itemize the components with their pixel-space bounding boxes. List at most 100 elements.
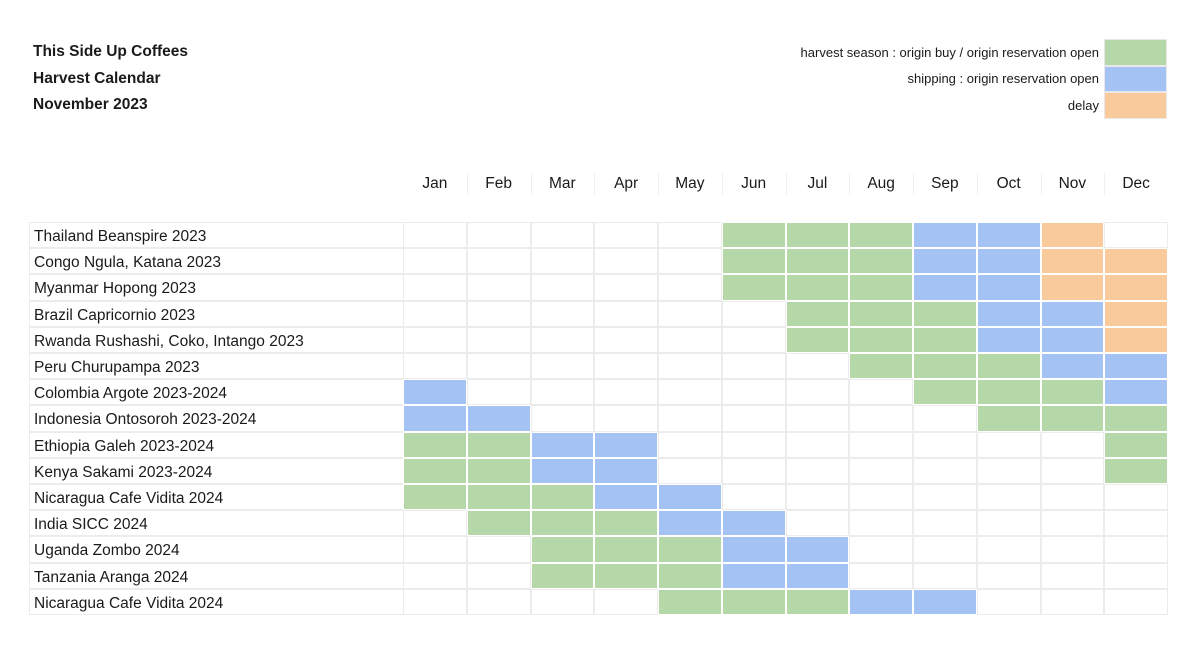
cell-harvest-feb [466, 484, 531, 511]
cell-harvest-jul [785, 274, 850, 301]
cell-empty-mar [530, 353, 595, 380]
cell-empty-nov [1040, 457, 1105, 484]
cell-empty-aug [849, 379, 913, 406]
cell-shipping-aug [849, 588, 913, 615]
cell-empty-feb [466, 274, 531, 301]
row-label: Uganda Zombo 2024 [29, 536, 403, 563]
calendar-row: Uganda Zombo 2024 [29, 536, 1168, 563]
cell-empty-dec [1104, 222, 1168, 249]
title-block: This Side Up Coffees Harvest Calendar No… [33, 42, 188, 122]
cell-empty-jun [721, 457, 786, 484]
row-label: Peru Churupampa 2023 [29, 353, 403, 380]
calendar-row: Colombia Argote 2023-2024 [29, 379, 1168, 406]
row-label: Rwanda Rushashi, Coko, Intango 2023 [29, 326, 403, 353]
month-label-oct: Oct [996, 175, 1021, 192]
calendar-row: Kenya Sakami 2023-2024 [29, 457, 1168, 484]
cell-empty-oct [976, 536, 1041, 563]
cell-empty-sep [913, 431, 977, 458]
calendar-row: Indonesia Ontosoroh 2023-2024 [29, 405, 1168, 432]
month-label-may: May [675, 175, 705, 192]
cell-empty-nov [1040, 431, 1105, 458]
legend: harvest season : origin buy / origin res… [801, 39, 1167, 119]
cell-empty-dec [1104, 510, 1168, 537]
cell-empty-apr [594, 326, 658, 353]
cell-harvest-mar [530, 484, 595, 511]
cell-harvest-jul [785, 588, 850, 615]
cell-empty-oct [976, 588, 1041, 615]
cell-empty-sep [913, 457, 977, 484]
cell-harvest-mar [530, 536, 595, 563]
cell-shipping-nov [1040, 353, 1105, 380]
cell-harvest-jul [785, 248, 850, 275]
cell-shipping-dec [1104, 379, 1168, 406]
cell-shipping-sep [913, 248, 977, 275]
cell-shipping-sep [913, 222, 977, 249]
cell-harvest-apr [594, 562, 658, 589]
cell-shipping-jun [721, 536, 786, 563]
cell-empty-jun [721, 326, 786, 353]
cell-shipping-feb [466, 405, 531, 432]
cell-empty-nov [1040, 484, 1105, 511]
cell-empty-mar [530, 248, 595, 275]
month-separator [594, 173, 596, 195]
cell-harvest-dec [1104, 457, 1168, 484]
cell-empty-jun [721, 300, 786, 327]
cell-empty-jul [785, 405, 850, 432]
cell-harvest-sep [913, 353, 977, 380]
legend-label-harvest: harvest season : origin buy / origin res… [800, 44, 1099, 60]
cell-empty-mar [530, 405, 595, 432]
cell-harvest-apr [594, 510, 658, 537]
cell-harvest-oct [976, 353, 1041, 380]
cell-harvest-may [658, 588, 722, 615]
cell-empty-nov [1040, 536, 1105, 563]
legend-swatch-delay [1104, 92, 1167, 119]
cell-empty-jan [403, 248, 467, 275]
row-label: Tanzania Aranga 2024 [29, 562, 403, 589]
cell-harvest-feb [466, 431, 531, 458]
month-label-apr: Apr [614, 175, 639, 192]
cell-empty-sep [913, 405, 977, 432]
cell-empty-oct [976, 562, 1041, 589]
cell-shipping-dec [1104, 353, 1168, 380]
cell-shipping-sep [913, 588, 977, 615]
calendar-row: Myanmar Hopong 2023 [29, 274, 1168, 301]
cell-empty-apr [594, 405, 658, 432]
cell-empty-mar [530, 588, 595, 615]
cell-harvest-jun [721, 588, 786, 615]
cell-shipping-mar [530, 431, 595, 458]
cell-empty-jun [721, 353, 786, 380]
cell-shipping-jun [721, 510, 786, 537]
cell-empty-may [658, 457, 722, 484]
cell-harvest-jun [721, 222, 786, 249]
cell-empty-dec [1104, 484, 1168, 511]
cell-harvest-aug [849, 300, 913, 327]
cell-empty-mar [530, 222, 595, 249]
cell-empty-aug [849, 405, 913, 432]
cell-harvest-sep [913, 379, 977, 406]
cell-empty-feb [466, 300, 531, 327]
cell-empty-feb [466, 379, 531, 406]
cell-shipping-mar [530, 457, 595, 484]
cell-empty-jul [785, 457, 850, 484]
month-separator [530, 173, 532, 195]
cell-delay-dec [1104, 248, 1168, 275]
cell-empty-feb [466, 536, 531, 563]
cell-shipping-oct [976, 274, 1041, 301]
cell-empty-oct [976, 484, 1041, 511]
cell-empty-feb [466, 326, 531, 353]
cell-empty-jun [721, 431, 786, 458]
calendar-row: Thailand Beanspire 2023 [29, 222, 1168, 249]
cell-shipping-oct [976, 300, 1041, 327]
legend-swatch-shipping [1104, 65, 1167, 92]
cell-empty-dec [1104, 562, 1168, 589]
cell-harvest-jul [785, 222, 850, 249]
cell-shipping-apr [594, 431, 658, 458]
cell-harvest-jul [785, 326, 850, 353]
cell-empty-mar [530, 379, 595, 406]
cell-empty-jan [403, 300, 467, 327]
month-label-jan: Jan [422, 175, 448, 192]
cell-empty-aug [849, 510, 913, 537]
cell-empty-may [658, 274, 722, 301]
cell-empty-sep [913, 484, 977, 511]
cell-empty-mar [530, 300, 595, 327]
